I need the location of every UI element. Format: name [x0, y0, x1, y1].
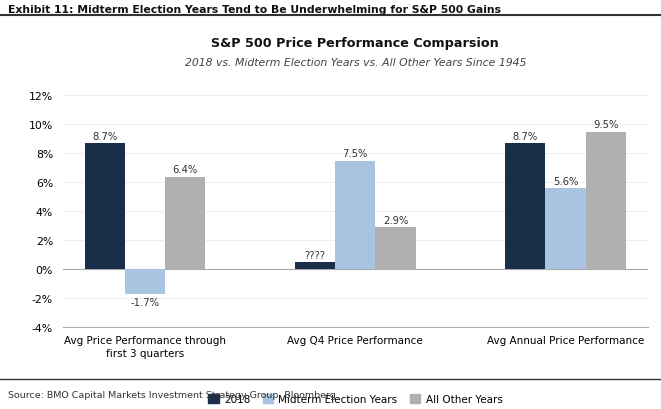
Text: -1.7%: -1.7% — [131, 297, 159, 307]
Bar — [335, 161, 375, 270]
Bar — [165, 177, 206, 270]
Text: 9.5%: 9.5% — [593, 120, 619, 130]
Bar — [586, 133, 626, 270]
Text: 8.7%: 8.7% — [93, 132, 118, 142]
Text: 6.4%: 6.4% — [173, 165, 198, 175]
Text: 7.5%: 7.5% — [342, 149, 368, 159]
Text: 2.9%: 2.9% — [383, 216, 408, 225]
Text: ????: ???? — [305, 250, 326, 260]
Bar — [375, 227, 416, 270]
Text: S&P 500 Price Performance Comparsion: S&P 500 Price Performance Comparsion — [212, 37, 499, 50]
Bar — [85, 144, 125, 270]
Legend: 2018, Midterm Election Years, All Other Years: 2018, Midterm Election Years, All Other … — [204, 390, 506, 408]
Text: 5.6%: 5.6% — [553, 176, 578, 187]
Text: 8.7%: 8.7% — [513, 132, 538, 142]
Text: Exhibit 11: Midterm Election Years Tend to Be Underwhelming for S&P 500 Gains: Exhibit 11: Midterm Election Years Tend … — [8, 5, 501, 15]
Bar — [125, 270, 165, 294]
Text: 2018 vs. Midterm Election Years vs. All Other Years Since 1945: 2018 vs. Midterm Election Years vs. All … — [184, 58, 526, 68]
Bar — [545, 189, 586, 270]
Bar — [505, 144, 545, 270]
Bar — [295, 262, 335, 270]
Text: Source: BMO Capital Markets Investment Strategy Group, Bloomberg.: Source: BMO Capital Markets Investment S… — [8, 390, 339, 399]
